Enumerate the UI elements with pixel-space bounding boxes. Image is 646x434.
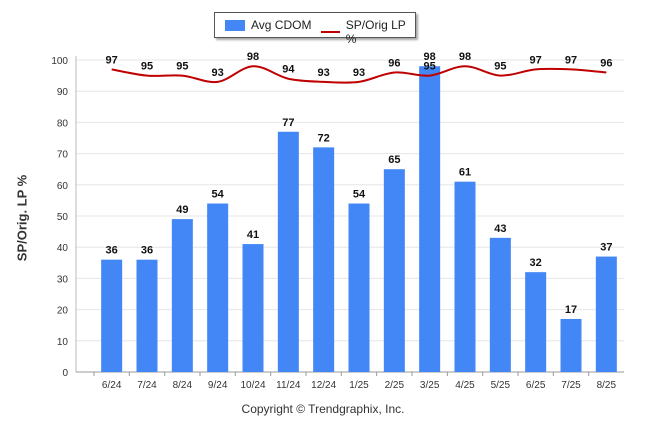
line-data-label: 96 [388, 57, 400, 69]
bar-data-label: 32 [530, 257, 542, 269]
line-data-label: 95 [176, 61, 188, 73]
bar [454, 181, 476, 372]
bar-data-label: 54 [212, 189, 225, 201]
x-tick-label: 6/25 [526, 380, 546, 391]
bar [348, 203, 370, 372]
line-data-label: 98 [459, 51, 471, 63]
bar [489, 237, 511, 372]
x-tick-label: 7/25 [561, 380, 581, 391]
x-tick-label: 8/25 [597, 380, 617, 391]
series-line-sp-orig-lp [111, 65, 607, 84]
line-data-label: 95 [141, 61, 153, 73]
y-tick-label: 60 [57, 181, 69, 192]
line-data-label: 95 [424, 61, 436, 73]
bar-data-label: 17 [565, 304, 577, 316]
bar-data-label: 37 [600, 242, 612, 254]
y-tick-label: 0 [62, 368, 68, 379]
bar-data-label: 54 [353, 189, 366, 201]
x-tick-label: 9/24 [208, 380, 228, 391]
x-tick-label: 4/25 [455, 380, 475, 391]
x-tick-label: 5/25 [491, 380, 511, 391]
line-data-label: 95 [494, 61, 506, 73]
legend-label-avg-cdom: Avg CDOM [251, 18, 312, 32]
y-tick-label: 80 [57, 118, 69, 129]
y-tick-label: 30 [57, 274, 69, 285]
bar [242, 244, 264, 372]
line-swatch-icon [321, 31, 340, 33]
y-tick-label: 20 [57, 306, 69, 317]
x-tick-label: 11/24 [276, 380, 301, 391]
x-tick-label: 7/24 [137, 380, 157, 391]
bar [207, 203, 229, 372]
bar [525, 272, 547, 372]
bar [419, 66, 441, 373]
bar-data-label: 98 [424, 51, 436, 63]
x-tick-label: 10/24 [240, 380, 265, 391]
x-tick-label: 6/24 [102, 380, 122, 391]
x-tick-label: 12/24 [311, 380, 336, 391]
y-tick-label: 70 [57, 150, 69, 161]
bar-data-label: 43 [494, 223, 506, 235]
bar [560, 318, 582, 372]
bar-data-label: 65 [388, 154, 400, 166]
line-data-label: 97 [530, 54, 542, 66]
bar-data-label: 41 [247, 229, 259, 241]
line-data-label: 98 [247, 51, 259, 63]
bar-data-label: 36 [141, 245, 153, 257]
bar [595, 256, 617, 372]
bar [383, 169, 405, 372]
y-tick-label: 90 [57, 87, 69, 98]
line-data-label: 93 [353, 67, 365, 79]
line-data-label: 96 [600, 57, 612, 69]
line-data-label: 93 [318, 67, 330, 79]
x-tick-label: 2/25 [385, 380, 405, 391]
line-data-label: 97 [565, 54, 577, 66]
legend: Avg CDOM SP/Orig LP % [214, 12, 416, 46]
bar-data-label: 72 [318, 132, 330, 144]
legend-item-avg-cdom: Avg CDOM [225, 18, 311, 32]
line-data-label: 94 [282, 64, 295, 76]
line-data-label: 93 [212, 67, 224, 79]
bar-data-label: 36 [106, 245, 118, 257]
bar-data-label: 77 [282, 117, 294, 129]
bar [277, 131, 299, 372]
bar [101, 259, 123, 372]
y-tick-label: 100 [51, 56, 68, 67]
legend-label-sp-orig-lp: SP/Orig LP % [345, 18, 406, 46]
bar-data-label: 61 [459, 167, 471, 179]
line-data-label: 97 [106, 54, 118, 66]
x-tick-label: 3/25 [420, 380, 440, 391]
bar-swatch-icon [225, 19, 245, 31]
bar [313, 147, 335, 372]
bar [171, 219, 193, 372]
copyright-text: Copyright © Trendgraphix, Inc. [241, 402, 405, 416]
x-tick-label: 1/25 [349, 380, 369, 391]
y-tick-label: 50 [57, 212, 69, 223]
y-tick-label: 10 [57, 337, 69, 348]
combo-chart: 0 10 20 30 40 50 60 70 80 90 100 6/24 7/24 8/24 9/24 10… [51, 51, 624, 391]
legend-item-sp-orig-lp: SP/Orig LP % [321, 18, 415, 46]
x-tick-label: 8/24 [173, 380, 193, 391]
y-tick-label: 40 [57, 243, 69, 254]
bar-data-label: 49 [176, 204, 188, 216]
bar [136, 259, 158, 372]
